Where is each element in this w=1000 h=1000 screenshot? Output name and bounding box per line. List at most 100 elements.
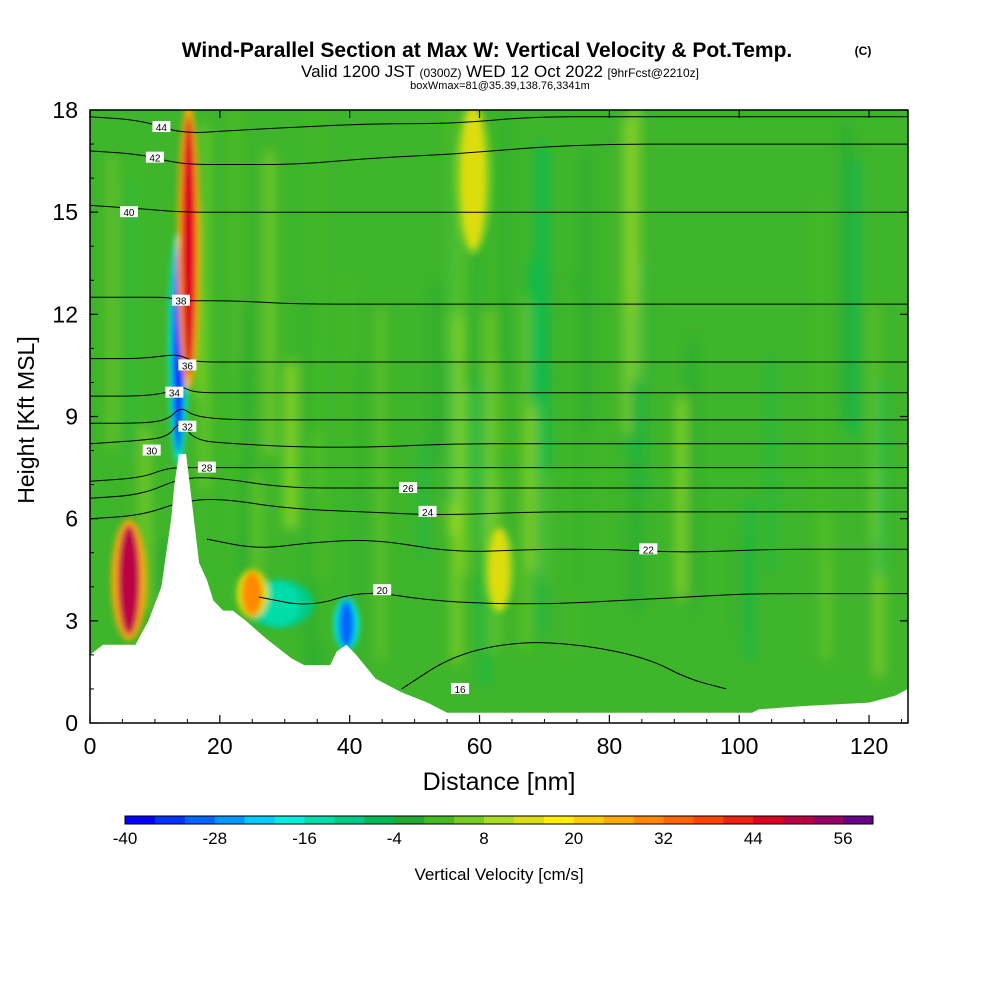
velocity-texture-streak [746,500,754,660]
isentrope-34 [90,387,908,397]
colorbar-swatch [214,816,246,824]
velocity-texture-streak [535,144,548,473]
velocity-texture-streak [537,323,544,637]
velocity-texture-streak [500,110,508,392]
colorbar-swatch [843,816,874,824]
isentrope-16 [401,642,727,690]
colorbar-swatch [663,816,694,824]
valid-date: WED 12 Oct 2022 [466,62,603,81]
velocity-texture-streak [227,553,232,662]
colorbar-swatch [753,816,784,824]
isentrope-label: 26 [399,482,418,495]
isentrope-38 [90,296,908,305]
isentrope-label: 38 [171,294,190,308]
colorbar-swatch [364,816,395,824]
x-tick-label: 60 [467,733,493,759]
velocity-texture-streak [522,300,529,648]
y-tick-label: 18 [52,97,78,123]
colorbar-label: Vertical Velocity [cm/s] [414,865,583,884]
isentrope-label: 42 [145,151,164,165]
svg-text:38: 38 [175,297,187,308]
x-tick-label: 100 [720,733,758,759]
velocity-texture-streak [848,157,859,435]
velocity-texture-streak [583,150,590,431]
colorbar-swatch [573,816,605,824]
colorbar-swatch [543,816,575,824]
velocity-texture-streak [308,486,320,687]
velocity-texture-streak [311,110,322,459]
velocity-texture-streak [736,530,741,633]
colorbar-swatch [244,816,276,824]
velocity-texture-streak [486,310,492,553]
colorbar-tick-label: -4 [387,829,402,848]
isentrope-labels: 16 20 22 24 26 28 30 32 34 36 38 40 42 44 [119,121,658,696]
isentrope-label: 40 [119,206,138,219]
isentrope-lines [90,116,908,690]
valid-zulu: (0300Z) [419,66,461,80]
velocity-texture-streak [450,110,454,358]
isentrope-label: 34 [165,386,184,400]
svg-text:34: 34 [169,389,181,400]
velocity-texture-streak [623,117,631,434]
svg-text:24: 24 [422,508,434,519]
velocity-texture-streak [432,281,441,461]
velocity-texture-streak [676,397,686,598]
x-tick-label: 0 [84,733,97,759]
velocity-texture-streak [769,355,774,572]
isentrope-30 [90,424,908,448]
velocity-texture-streak [631,110,640,381]
isentrope-label: 30 [142,444,161,458]
velocity-texture-streak [132,157,139,530]
velocity-texture-streak [316,348,325,645]
isentrope-20 [258,592,908,605]
svg-text:32: 32 [182,423,194,434]
velocity-feature [489,529,509,610]
colorbar-frame [124,815,874,825]
colorbar-swatch [723,816,754,824]
valid-line: Valid 1200 JST (0300Z) WED 12 Oct 2022 [… [301,62,699,81]
velocity-texture-streak [265,152,273,456]
velocity-texture-streak [360,364,364,669]
velocity-texture-streak [459,218,469,574]
velocity-feature [181,116,196,377]
isentrope-label: 20 [373,584,392,597]
valid-forecast: [9hrFcst@2210z] [607,66,699,80]
velocity-texture-streak [600,419,605,552]
isentrope-40 [90,204,908,213]
colorbar-swatch [184,816,216,824]
colorbar-tick-label: 8 [479,829,488,848]
colorbar-swatch [603,816,635,824]
svg-text:44: 44 [156,123,168,134]
valid-prefix: Valid 1200 JST [301,62,415,81]
x-tick-label: 120 [850,733,888,759]
velocity-texture-streak [142,427,149,611]
colorbar-swatch [424,816,455,824]
velocity-texture-streak [842,124,852,420]
colorbar-swatch [513,816,545,824]
y-tick-label: 9 [65,404,78,430]
svg-text:42: 42 [149,154,161,165]
velocity-texture-streak [876,381,886,576]
colorbar-swatch [484,816,515,824]
colorbar-swatch [304,816,335,824]
velocity-texture-streak [481,377,488,687]
colorbar: -40 -28 -16 -4 8 20 32 44 56 [113,815,874,848]
y-tick-label: 12 [52,301,78,327]
svg-text:26: 26 [403,484,415,495]
velocity-feature [117,524,140,635]
y-tick-label: 0 [65,710,78,736]
isentrope-label: 44 [152,121,171,134]
x-axis: 0 20 40 60 80 100 120 [84,110,903,759]
svg-text:36: 36 [182,361,194,372]
velocity-texture-streak [569,286,577,659]
velocity-texture-streak [285,362,297,529]
colorbar-tick-label: -16 [292,829,317,848]
plot-area: 16 20 22 24 26 28 30 32 34 36 38 40 42 44 [90,110,908,723]
svg-text:16: 16 [454,685,466,696]
velocity-feature [338,600,355,649]
velocity-texture-streak [815,198,827,559]
svg-text:40: 40 [123,208,135,219]
chart-title: Wind-Parallel Section at Max W: Vertical… [182,39,793,62]
isentrope-24 [90,498,908,520]
